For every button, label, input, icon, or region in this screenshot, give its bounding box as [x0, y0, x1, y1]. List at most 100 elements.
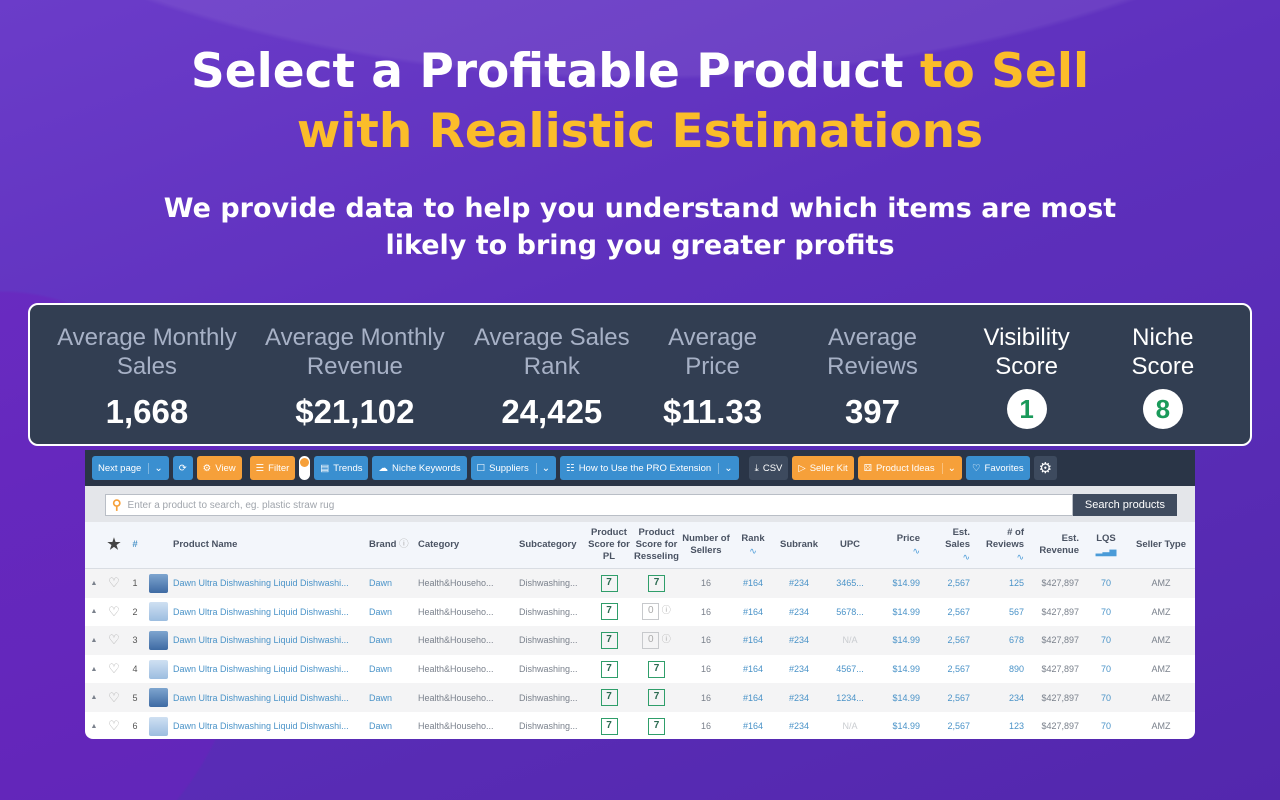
reviews[interactable]: 125 [1008, 578, 1024, 589]
subrank-link[interactable]: #234 [788, 635, 810, 646]
product-thumbnail[interactable] [145, 630, 173, 650]
col-est-revenue[interactable]: Est. Revenue [1039, 533, 1079, 556]
product-name-link[interactable]: Dawn Ultra Dishwashing Liquid Dishwashi.… [173, 578, 349, 589]
brand-link[interactable]: Dawn [369, 606, 393, 617]
col-score-pl[interactable]: Product Score for PL [588, 527, 630, 562]
how-to-button[interactable]: ☷ How to Use the PRO Extension ⌄ [560, 456, 739, 480]
est-sales[interactable]: 2,567 [947, 635, 970, 646]
rank-link[interactable]: #164 [742, 606, 764, 617]
reviews[interactable]: 890 [1008, 664, 1024, 675]
product-name-link[interactable]: Dawn Ultra Dishwashing Liquid Dishwashi.… [173, 692, 349, 703]
lqs[interactable]: 70 [1100, 692, 1111, 703]
brand-link[interactable]: Dawn [369, 692, 393, 703]
expand-icon[interactable]: ▲ [90, 579, 98, 587]
heart-icon[interactable]: ♡ [108, 632, 120, 648]
upc[interactable]: 5678... [836, 606, 864, 617]
expand-icon[interactable]: ▲ [90, 694, 98, 702]
star-icon[interactable]: ★ [107, 536, 121, 553]
chevron-down-icon[interactable]: ⌄ [535, 462, 550, 474]
product-ideas-button[interactable]: ⚄ Product Ideas ⌄ [857, 456, 962, 480]
heart-icon[interactable]: ♡ [108, 603, 120, 619]
col-score-resell[interactable]: Product Score for Resseling [634, 527, 679, 562]
est-sales[interactable]: 2,567 [947, 578, 970, 589]
chevron-down-icon[interactable]: ⌄ [718, 462, 733, 474]
expand-icon[interactable]: ▲ [90, 722, 98, 730]
reviews[interactable]: 567 [1008, 606, 1024, 617]
upc[interactable]: 4567... [836, 664, 864, 675]
suppliers-button[interactable]: ☐ Suppliers ⌄ [470, 456, 557, 480]
price[interactable]: $14.99 [892, 692, 920, 703]
table-row[interactable]: ▲ ♡ 4 Dawn Ultra Dishwashing Liquid Dishwas… [85, 655, 1195, 684]
trend-icon[interactable]: ∿ [1016, 552, 1024, 562]
col-rank[interactable]: Rank ∿ [730, 533, 776, 557]
reviews[interactable]: 678 [1008, 635, 1024, 646]
upc[interactable]: 1234... [836, 692, 864, 703]
heart-icon[interactable]: ♡ [108, 689, 120, 705]
next-page-button[interactable]: Next page ⌄ [92, 456, 169, 480]
col-upc[interactable]: UPC [839, 539, 861, 550]
subrank-link[interactable]: #234 [788, 692, 810, 703]
brand-link[interactable]: Dawn [369, 578, 393, 589]
reviews[interactable]: 234 [1008, 692, 1024, 703]
est-sales[interactable]: 2,567 [947, 721, 970, 732]
lqs[interactable]: 70 [1100, 635, 1111, 646]
filter-button[interactable]: ☰ Filter [249, 456, 296, 480]
product-thumbnail[interactable] [145, 659, 173, 679]
product-name-link[interactable]: Dawn Ultra Dishwashing Liquid Dishwashi.… [173, 635, 349, 646]
seller-kit-button[interactable]: ▷ Seller Kit [792, 456, 854, 480]
col-product-name[interactable]: Product Name [173, 539, 238, 550]
subrank-link[interactable]: #234 [788, 721, 810, 732]
chevron-down-icon[interactable]: ⌄ [148, 462, 163, 474]
help-icon[interactable]: ⓘ [399, 539, 409, 550]
est-sales[interactable]: 2,567 [947, 606, 970, 617]
col-lqs[interactable]: LQS ▂▃▅ [1085, 533, 1127, 557]
col-reviews[interactable]: # of Reviews ∿ [976, 527, 1030, 563]
est-sales[interactable]: 2,567 [947, 692, 970, 703]
table-row[interactable]: ▲ ♡ 1 Dawn Ultra Dishwashing Liquid Dishwas… [85, 569, 1195, 598]
price[interactable]: $14.99 [892, 635, 920, 646]
table-row[interactable]: ▲ ♡ 3 Dawn Ultra Dishwashing Liquid Dishwas… [85, 626, 1195, 655]
col-price[interactable]: Price ∿ [878, 533, 926, 557]
table-row[interactable]: ▲ ♡ 5 Dawn Ultra Dishwashing Liquid Dishwas… [85, 683, 1195, 712]
product-name-link[interactable]: Dawn Ultra Dishwashing Liquid Dishwashi.… [173, 721, 349, 732]
refresh-button[interactable]: ⟳ [172, 456, 193, 480]
rank-link[interactable]: #164 [742, 578, 764, 589]
lqs[interactable]: 70 [1100, 578, 1111, 589]
favorites-button[interactable]: ♡ Favorites [965, 456, 1030, 480]
product-thumbnail[interactable] [145, 602, 173, 622]
heart-icon[interactable]: ♡ [108, 575, 120, 591]
rank-link[interactable]: #164 [742, 664, 764, 675]
brand-link[interactable]: Dawn [369, 664, 393, 675]
csv-button[interactable]: ⤓ CSV [748, 456, 789, 480]
brand-link[interactable]: Dawn [369, 635, 393, 646]
table-row[interactable]: ▲ ♡ 2 Dawn Ultra Dishwashing Liquid Dishwas… [85, 598, 1195, 627]
price[interactable]: $14.99 [892, 664, 920, 675]
product-name-link[interactable]: Dawn Ultra Dishwashing Liquid Dishwashi.… [173, 664, 349, 675]
rank-link[interactable]: #164 [742, 721, 764, 732]
price[interactable]: $14.99 [892, 578, 920, 589]
est-sales[interactable]: 2,567 [947, 664, 970, 675]
expand-icon[interactable]: ▲ [90, 636, 98, 644]
rank-link[interactable]: #164 [742, 692, 764, 703]
subrank-link[interactable]: #234 [788, 578, 810, 589]
brand-link[interactable]: Dawn [369, 721, 393, 732]
expand-icon[interactable]: ▲ [90, 608, 98, 616]
search-input[interactable]: ⚲ Enter a product to search, eg. plastic … [105, 494, 1073, 516]
help-icon[interactable]: ⓘ [661, 605, 671, 616]
trend-icon[interactable]: ∿ [749, 546, 757, 556]
rank-link[interactable]: #164 [742, 635, 764, 646]
view-button[interactable]: ⚙ View [196, 456, 242, 480]
settings-button[interactable]: ⚙ [1033, 456, 1058, 480]
col-subrank[interactable]: Subrank [779, 539, 818, 550]
subrank-link[interactable]: #234 [788, 606, 810, 617]
lqs[interactable]: 70 [1100, 606, 1111, 617]
trends-button[interactable]: ▤ Trends [314, 456, 369, 480]
upc[interactable]: 3465... [836, 578, 864, 589]
product-name-link[interactable]: Dawn Ultra Dishwashing Liquid Dishwashi.… [173, 606, 349, 617]
col-category[interactable]: Category [418, 539, 460, 550]
table-row[interactable]: ▲ ♡ 6 Dawn Ultra Dishwashing Liquid Dishwas… [85, 712, 1195, 741]
col-brand[interactable]: Brand ⓘ [369, 539, 414, 551]
trend-icon[interactable]: ∿ [962, 552, 970, 562]
subrank-link[interactable]: #234 [788, 664, 810, 675]
product-thumbnail[interactable] [145, 688, 173, 708]
